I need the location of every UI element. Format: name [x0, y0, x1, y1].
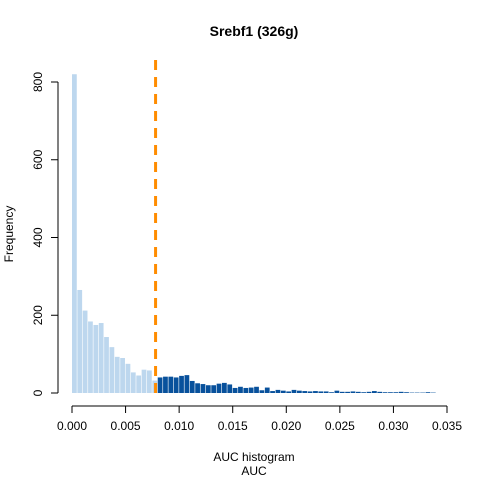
histogram-bar — [77, 289, 83, 393]
y-tick-label: 400 — [31, 227, 45, 247]
y-tick-label: 800 — [31, 72, 45, 92]
histogram-bar — [173, 377, 179, 393]
histogram-bar — [307, 391, 313, 393]
y-tick-label: 0 — [31, 389, 45, 396]
histogram-bar — [355, 391, 361, 393]
histogram-bar — [211, 385, 217, 393]
histogram-bar — [222, 382, 227, 393]
histogram-bar — [372, 391, 377, 393]
histogram-bar — [88, 321, 93, 393]
histogram-bar — [104, 337, 109, 393]
x-axis: 0.000 0.005 0.010 0.015 0.020 0.025 0.030 0.035 — [57, 405, 462, 433]
x-axis-label-line1: AUC histogram — [213, 450, 294, 464]
x-tick-label: 0.010 — [164, 419, 194, 433]
histogram-bar — [334, 390, 340, 393]
histogram-bar — [205, 385, 211, 393]
histogram-bar — [302, 391, 308, 393]
x-axis-label-line2: AUC — [241, 464, 267, 478]
histogram-bar — [216, 383, 222, 393]
histogram-bar — [404, 392, 409, 393]
x-tick-label: 0.000 — [57, 419, 87, 433]
x-tick-label: 0.015 — [218, 419, 248, 433]
histogram-bar — [345, 391, 350, 393]
histogram-bar — [425, 392, 431, 393]
histogram-bar — [120, 358, 125, 393]
histogram-bar — [329, 392, 334, 393]
histogram-bar — [189, 380, 195, 393]
histogram-bar — [393, 392, 399, 393]
histogram-bar — [270, 391, 275, 393]
histogram-bar — [366, 391, 372, 393]
histogram-bar — [157, 377, 163, 393]
histogram-bar — [243, 387, 249, 393]
histogram-bar — [147, 370, 152, 393]
histogram-bar — [232, 387, 238, 393]
histogram-bar — [179, 375, 184, 393]
histogram-bar — [254, 386, 259, 393]
histogram-bar — [248, 387, 254, 393]
histogram-bar — [291, 389, 297, 393]
x-tick-label: 0.025 — [325, 419, 355, 433]
histogram-bar — [200, 384, 206, 393]
histogram-bar — [168, 376, 174, 393]
y-axis: 0 200 400 600 800 — [31, 72, 59, 396]
x-tick-label: 0.035 — [432, 419, 462, 433]
histogram-bar — [93, 324, 99, 393]
histogram-bar — [125, 363, 131, 393]
histogram-bar — [339, 391, 345, 393]
x-tick-label: 0.030 — [378, 419, 408, 433]
histogram-bar — [259, 390, 265, 393]
y-tick-label: 600 — [31, 149, 45, 169]
histogram-bar — [109, 347, 115, 393]
histogram-bars — [72, 74, 436, 393]
histogram-bar — [184, 375, 190, 393]
histogram-bar — [286, 391, 292, 393]
histogram-bar — [130, 372, 136, 393]
histogram-bar — [297, 390, 302, 393]
histogram-bar — [114, 356, 120, 393]
x-tick-label: 0.005 — [111, 419, 141, 433]
histogram-bar — [98, 323, 104, 393]
histogram-bar — [275, 389, 281, 393]
histogram-bar — [361, 392, 367, 393]
histogram-bar — [72, 74, 77, 393]
chart-title: Srebf1 (326g) — [210, 23, 299, 39]
histogram-bar — [377, 391, 383, 393]
histogram-bar — [227, 384, 233, 393]
histogram-bar — [264, 387, 270, 393]
histogram-bar — [388, 392, 393, 393]
histogram-bar — [313, 391, 318, 393]
histogram-bar — [238, 386, 243, 393]
histogram-bar — [323, 391, 329, 393]
y-axis-label: Frequency — [2, 206, 16, 263]
histogram-bar — [82, 310, 88, 393]
histogram-bar — [163, 376, 168, 393]
y-tick-label: 200 — [31, 305, 45, 325]
histogram-bar — [280, 390, 286, 393]
histogram-bar — [350, 391, 356, 393]
x-tick-label: 0.020 — [271, 419, 301, 433]
histogram-bar — [318, 391, 324, 393]
histogram-bar — [382, 392, 388, 393]
histogram-bar — [195, 383, 200, 393]
histogram-bar — [141, 369, 147, 393]
histogram-bar — [398, 391, 404, 393]
histogram-bar — [136, 375, 142, 393]
